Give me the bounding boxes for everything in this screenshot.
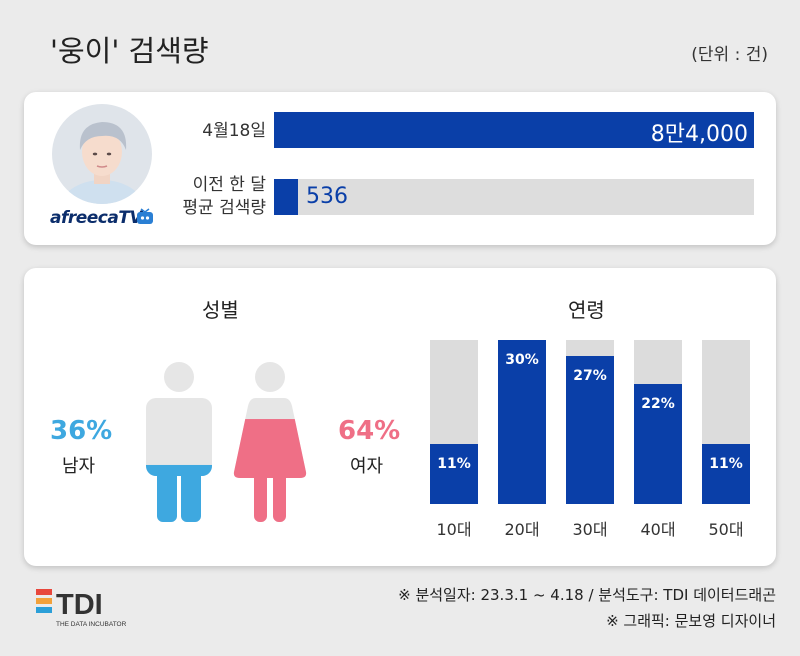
male-figure-icon <box>146 362 212 522</box>
female-pct: 64% <box>338 416 401 446</box>
bar-value-apr18: 8만4,000 <box>650 122 748 147</box>
age-bar-value: 22% <box>641 395 675 412</box>
age-bar <box>498 340 546 504</box>
unit-label: (단위 : 건) <box>691 45 768 65</box>
bar-apr18 <box>274 112 754 148</box>
row-label-text: 4월18일 <box>202 121 266 141</box>
age-bar-value: 30% <box>505 352 539 368</box>
avatar <box>52 104 152 204</box>
footer-analysis-note: ※ 분석일자: 23.3.1 ~ 4.18 / 분석도구: TDI 데이터드래곤 <box>398 586 776 604</box>
age-bar-value: 11% <box>437 455 471 472</box>
age-tick-label: 30대 <box>572 520 608 539</box>
age-tick-label: 10대 <box>436 520 472 539</box>
gender-title: 성별 <box>202 298 239 322</box>
row-label-apr18: 4월18일 <box>174 116 266 141</box>
bar-bg-prev-month <box>274 179 754 215</box>
row-label-line2: 평균 검색량 <box>182 198 266 218</box>
age-bar <box>566 356 614 504</box>
bar-value-prev-month: 536 <box>306 184 348 209</box>
tdi-logo-text: TDI <box>56 589 103 621</box>
demographics-card: 성별 연령 36% 남자 <box>24 268 776 566</box>
row-label-prev-month: 이전 한 달 평균 검색량 <box>164 174 266 220</box>
female-label: 여자 <box>350 456 384 477</box>
chart-title: '웅이' 검색량 <box>50 34 209 68</box>
search-volume-card: afreecaTV 4월18일 8만4,000 이전 한 달 평균 검색량 53… <box>24 92 776 245</box>
age-bar-value: 27% <box>573 368 607 385</box>
age-tick-label: 50대 <box>708 520 744 539</box>
age-tick-label: 20대 <box>504 520 540 539</box>
age-bar-value: 11% <box>709 455 743 472</box>
footer-graphic-credit: ※ 그래픽: 문보영 디자이너 <box>606 612 776 630</box>
row-label-line1: 이전 한 달 <box>192 175 266 195</box>
age-bar <box>702 443 750 504</box>
male-pct: 36% <box>50 416 113 446</box>
tdi-logo: TDI THE DATA INCUBATOR <box>36 589 127 628</box>
female-figure-icon <box>233 362 307 522</box>
tv-icon <box>137 208 153 224</box>
male-label: 남자 <box>62 456 96 477</box>
tdi-logo-subtext: THE DATA INCUBATOR <box>56 621 127 628</box>
age-bar <box>634 383 682 504</box>
age-bar <box>430 443 478 504</box>
age-title: 연령 <box>568 298 605 322</box>
afreecatv-logo: afreecaTV <box>50 208 143 228</box>
age-tick-label: 40대 <box>640 520 676 539</box>
bar-prev-month <box>274 179 298 215</box>
